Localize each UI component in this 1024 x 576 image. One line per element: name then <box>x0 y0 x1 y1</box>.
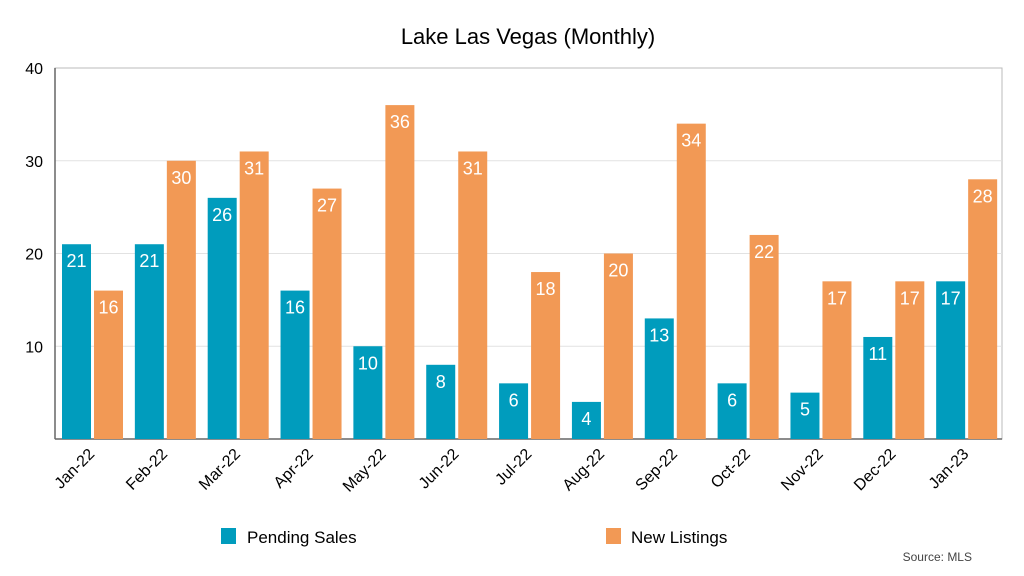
bar-new-listings <box>458 151 488 439</box>
data-label: 11 <box>868 344 887 364</box>
x-tick-label: Jan-22 <box>52 446 99 493</box>
bar-pending-sales <box>863 336 893 439</box>
source-note: Source: MLS <box>903 550 972 564</box>
legend-label-new-listings: New Listings <box>631 528 727 547</box>
data-label: 13 <box>649 325 669 345</box>
data-label: 10 <box>358 353 378 373</box>
x-tick-label: May-22 <box>340 446 390 496</box>
bar-pending-sales <box>644 318 674 439</box>
data-label: 34 <box>681 131 701 151</box>
x-tick-label: Dec-22 <box>851 446 900 495</box>
x-tick-label: Jan-23 <box>926 446 973 493</box>
bar-new-listings <box>239 151 269 439</box>
x-tick-label: Oct-22 <box>708 446 754 492</box>
x-tick-label: Apr-22 <box>271 446 317 492</box>
data-label: 30 <box>171 168 191 188</box>
data-label: 21 <box>66 251 86 271</box>
data-label: 17 <box>900 288 920 308</box>
bar-pending-sales <box>499 383 529 439</box>
bar-pending-sales <box>790 392 820 439</box>
x-tick-label: Jun-22 <box>416 446 463 493</box>
data-label: 4 <box>581 409 591 429</box>
bar-pending-sales <box>353 346 383 439</box>
data-label: 17 <box>941 288 961 308</box>
bar-new-listings <box>895 281 925 439</box>
y-tick-label: 40 <box>25 61 43 78</box>
data-label: 21 <box>139 251 159 271</box>
data-label: 28 <box>973 186 993 206</box>
bar-pending-sales <box>936 281 966 439</box>
x-tick-label: Aug-22 <box>560 446 609 495</box>
bar-new-listings <box>531 272 561 439</box>
bar-new-listings <box>385 105 415 439</box>
data-label: 36 <box>390 112 410 132</box>
data-label: 31 <box>244 158 264 178</box>
data-label: 6 <box>509 390 519 410</box>
data-label: 22 <box>754 242 774 262</box>
x-tick-label: Sep-22 <box>633 446 682 495</box>
x-tick-label: Nov-22 <box>778 446 827 495</box>
legend-swatch-new-listings <box>606 528 621 544</box>
bar-pending-sales <box>717 383 747 439</box>
legend-swatch-pending-sales <box>221 528 236 544</box>
legend: Pending Sales New Listings <box>221 528 727 547</box>
bar-new-listings <box>166 160 196 439</box>
y-tick-label: 10 <box>25 339 43 356</box>
bar-pending-sales <box>207 197 237 439</box>
bar-new-listings <box>676 123 706 440</box>
data-label: 31 <box>463 158 483 178</box>
bar-new-listings <box>603 253 633 439</box>
bar-pending-sales <box>134 244 164 439</box>
y-tick-label: 30 <box>25 154 43 171</box>
data-label: 20 <box>608 261 628 281</box>
x-tick-label: Feb-22 <box>123 446 171 494</box>
legend-label-pending-sales: Pending Sales <box>247 528 357 547</box>
data-label: 17 <box>827 288 847 308</box>
chart-title: Lake Las Vegas (Monthly) <box>401 24 655 49</box>
bar-new-listings <box>822 281 852 439</box>
data-label: 8 <box>436 372 446 392</box>
bar-pending-sales <box>62 244 91 439</box>
y-tick-label: 20 <box>25 247 43 264</box>
bar-new-listings <box>94 290 123 439</box>
data-label: 6 <box>727 390 737 410</box>
bar-pending-sales <box>280 290 310 439</box>
bar-pending-sales <box>426 364 456 439</box>
data-label: 26 <box>212 205 232 225</box>
x-tick-label: Mar-22 <box>196 446 244 494</box>
data-label: 16 <box>285 298 305 318</box>
data-label: 18 <box>536 279 556 299</box>
bar-new-listings <box>749 234 779 439</box>
data-label: 27 <box>317 196 337 216</box>
x-tick-label: Jul-22 <box>492 446 535 489</box>
bar-pending-sales <box>571 401 601 439</box>
bar-new-listings <box>968 179 998 440</box>
bar-new-listings <box>312 188 342 439</box>
data-label: 16 <box>98 298 118 318</box>
data-label: 5 <box>800 400 810 420</box>
